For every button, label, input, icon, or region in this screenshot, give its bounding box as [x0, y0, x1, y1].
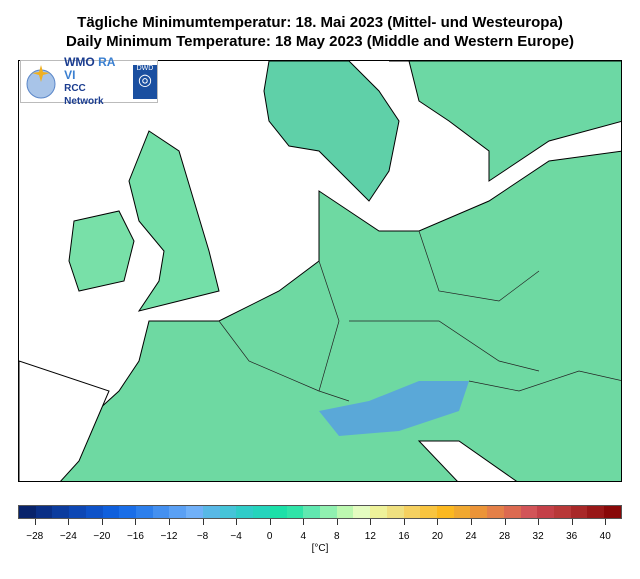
title-german: Tägliche Minimumtemperatur: 18. Mai 2023…: [77, 14, 563, 31]
colorbar-bin: [386, 506, 404, 518]
colorbar-tick-label: 20: [431, 531, 443, 542]
dwd-swirl-icon: ◎: [137, 71, 152, 89]
colorbar-tick-label: −24: [59, 531, 77, 542]
colorbar-tick: [169, 519, 170, 525]
colorbar-tick: [538, 519, 540, 525]
colorbar-tick: [303, 519, 305, 525]
colorbar-bin: [219, 506, 237, 518]
logo-text: WMO RA VI RCC Network: [64, 54, 125, 108]
logo-ravi: RA VI: [64, 54, 115, 82]
colorbar-bin: [286, 506, 304, 518]
colorbar-bin: [19, 506, 36, 518]
colorbar-bin: [269, 506, 287, 518]
colorbar-tick-label: 12: [364, 531, 376, 542]
colorbar-tick-label: −4: [230, 531, 242, 542]
colorbar-bin: [520, 506, 538, 518]
wmo-rcc-logo: WMO RA VI RCC Network DWD ◎: [20, 55, 158, 107]
colorbar-tick-label: −8: [196, 531, 209, 542]
colorbar-bin: [202, 506, 220, 518]
dwd-badge: DWD ◎: [132, 64, 157, 99]
colorbar-bin: [570, 506, 588, 518]
colorbar-bin: [152, 506, 170, 518]
colorbar-bin: [102, 506, 120, 518]
colorbar-bin: [336, 506, 354, 518]
colorbar-bin: [169, 506, 187, 518]
colorbar-bin: [353, 506, 371, 518]
colorbar-tick-label: −12: [160, 531, 178, 542]
colorbar-bin: [319, 506, 337, 518]
colorbar-tick: [135, 519, 137, 525]
colorbar-tick-label: 4: [300, 531, 306, 542]
colorbar-tick: [403, 519, 405, 525]
temperature-map: [18, 60, 622, 482]
colorbar-tick: [437, 519, 439, 525]
colorbar-bin: [503, 506, 521, 518]
wmo-emblem-icon: [26, 64, 56, 98]
colorbar-bin: [587, 506, 605, 518]
colorbar-tick: [504, 519, 506, 525]
logo-wmo: WMO: [64, 54, 95, 69]
colorbar-tick: [370, 519, 372, 525]
colorbar-tick: [68, 519, 70, 525]
colorbar-tick: [336, 519, 338, 525]
colorbar-bin: [52, 506, 70, 518]
colorbar-bin: [186, 506, 203, 518]
colorbar-bin: [420, 506, 437, 518]
colorbar-bin: [470, 506, 488, 518]
colorbar-tick-label: 36: [566, 531, 578, 542]
colorbar-bin: [436, 506, 454, 518]
colorbar-bin: [35, 506, 53, 518]
colorbar-bin: [236, 506, 254, 518]
logo-rcc: RCC Network: [64, 82, 104, 107]
colorbar-bin: [253, 506, 270, 518]
colorbar-tick: [34, 519, 36, 525]
colorbar: [18, 505, 622, 519]
map-land: [19, 61, 621, 481]
colorbar-bin: [453, 506, 471, 518]
colorbar-tick: [236, 519, 238, 525]
colorbar-bin: [370, 506, 387, 518]
colorbar-bin: [119, 506, 137, 518]
colorbar-bin: [136, 506, 153, 518]
colorbar-tick-label: 24: [465, 531, 477, 542]
colorbar-tick-label: 40: [599, 531, 611, 542]
colorbar-tick: [101, 519, 103, 525]
colorbar-tick: [269, 519, 271, 525]
colorbar-bin: [554, 506, 571, 518]
colorbar-tick-label: 32: [532, 531, 544, 542]
colorbar-bin: [403, 506, 421, 518]
colorbar-tick-label: 16: [398, 531, 410, 542]
colorbar-tick: [571, 519, 573, 525]
colorbar-bin: [303, 506, 320, 518]
colorbar-bin: [69, 506, 86, 518]
colorbar-tick-label: 0: [266, 531, 273, 542]
colorbar-unit: [°C]: [311, 543, 329, 554]
colorbar-tick: [605, 519, 607, 525]
title-english: Daily Minimum Temperature: 18 May 2023 (…: [66, 33, 574, 50]
colorbar-tick-label: 28: [498, 531, 511, 542]
colorbar-bin: [604, 506, 621, 518]
colorbar-tick-label: 8: [333, 531, 340, 542]
colorbar-tick-label: −20: [93, 531, 111, 542]
dwd-label: DWD: [136, 64, 154, 72]
colorbar-tick: [202, 519, 204, 525]
colorbar-bin: [537, 506, 554, 518]
colorbar-tick-label: −28: [26, 531, 44, 542]
colorbar-tick-label: −16: [126, 531, 144, 542]
colorbar-bin: [487, 506, 504, 518]
colorbar-tick: [471, 519, 472, 525]
colorbar-bin: [85, 506, 103, 518]
